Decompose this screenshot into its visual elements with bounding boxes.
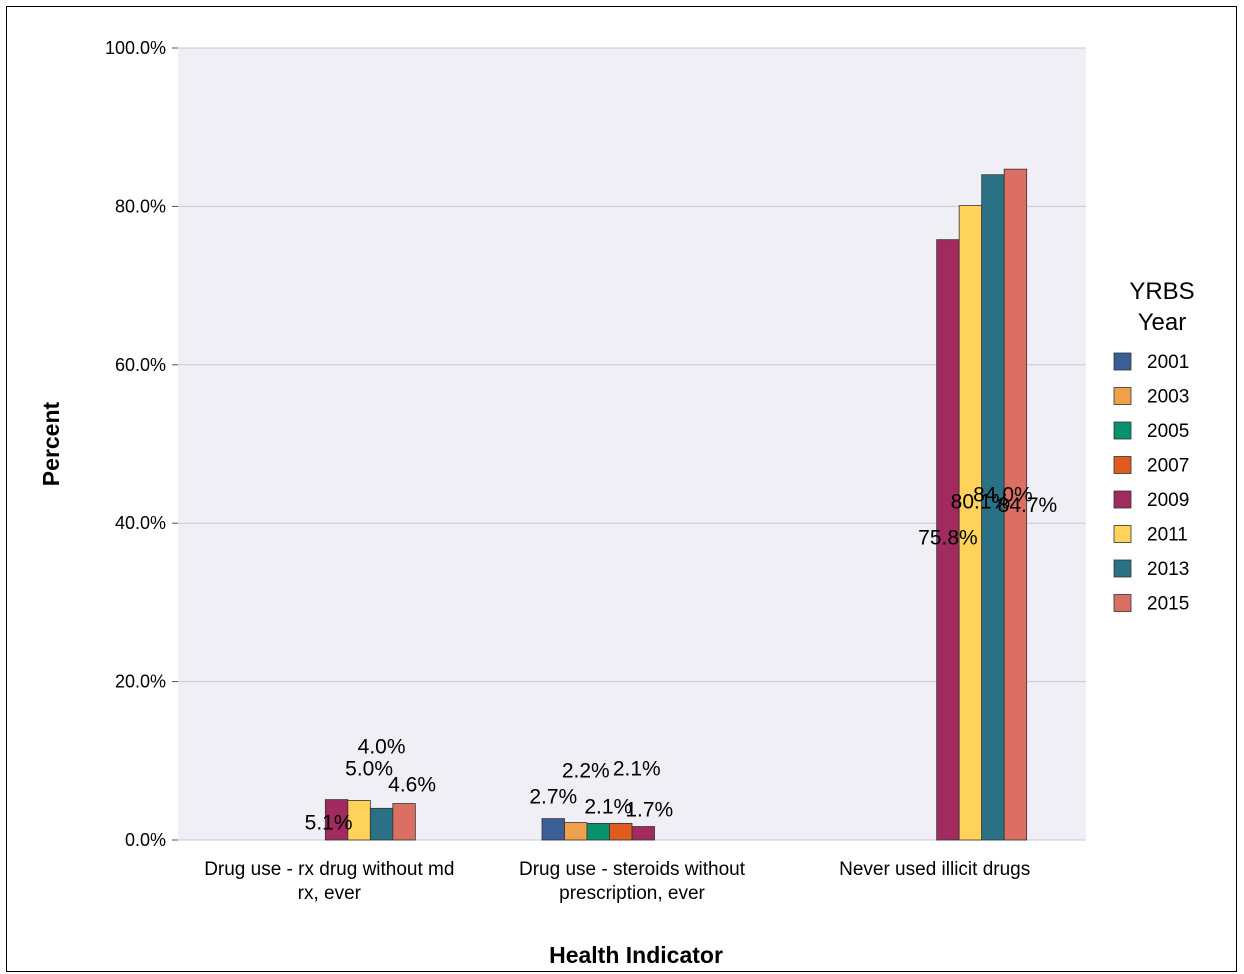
bar-2005-cat-1 [586, 822, 610, 841]
legend-label: 2011 [1147, 525, 1188, 546]
legend-label: 2015 [1147, 594, 1189, 615]
y-axis-title: Percent [38, 401, 64, 486]
x-axis-title: Health Indicator [549, 942, 723, 968]
data-label: 5.1% [305, 812, 353, 835]
bar-2007-cat-1 [609, 822, 633, 841]
data-label: 2.7% [529, 786, 577, 809]
x-tick-label: Drug use - steroids without [519, 859, 746, 880]
data-label: 2.1% [584, 795, 632, 818]
legend-swatch [1113, 421, 1132, 440]
y-tick-label: 100.0% [105, 38, 166, 58]
chart-frame [6, 6, 1237, 972]
y-tick-label: 20.0% [115, 672, 166, 692]
x-tick-label: Never used illicit drugs [839, 859, 1030, 880]
legend-swatch [1113, 456, 1132, 474]
x-tick-label: Drug use - rx drug without md [204, 859, 454, 880]
legend-title: YRBS [1129, 278, 1194, 305]
data-label: 84.0% [973, 484, 1033, 507]
y-tick-label: 80.0% [115, 196, 166, 216]
legend-label: 2007 [1147, 456, 1189, 477]
legend-label: 2013 [1147, 559, 1189, 580]
x-tick-label: rx, ever [298, 883, 362, 904]
data-labels: 5.1%5.0%4.0%4.6%2.7%2.2%2.1%2.1%1.7%75.8… [305, 484, 1058, 835]
bar-2015-cat-0 [392, 803, 416, 841]
legend-label: 2009 [1147, 490, 1189, 511]
x-tick-label: prescription, ever [559, 883, 705, 904]
bar-2013-cat-0 [369, 807, 394, 841]
bar-2001-cat-1 [541, 818, 565, 841]
legend-swatch [1113, 490, 1132, 509]
y-tick-label: 40.0% [115, 513, 166, 533]
data-label: 4.0% [358, 735, 406, 758]
plot-area [178, 48, 1086, 840]
data-label: 80.1% [951, 491, 1011, 514]
data-label: 5.0% [345, 757, 393, 780]
legend: YRBS Year 2001 2003 2005 2007 2009 2011 2013 2015 [1113, 278, 1195, 615]
legend-swatch [1113, 594, 1132, 612]
legend-swatch [1113, 559, 1132, 578]
data-label: 2.2% [562, 760, 610, 783]
data-label: 1.7% [625, 799, 673, 822]
bar-2011-cat-2 [958, 205, 983, 841]
bar-2003-cat-1 [564, 822, 588, 841]
legend-title: Year [1138, 309, 1187, 336]
legend-label: 2005 [1147, 421, 1189, 442]
data-label: 2.1% [613, 757, 661, 780]
data-label: 4.6% [388, 774, 436, 797]
y-tick-label: 60.0% [115, 355, 166, 375]
bar-2015-cat-2 [1003, 168, 1028, 841]
bar-2009-cat-1 [631, 826, 655, 841]
data-label: 75.8% [918, 527, 978, 550]
bars [324, 168, 1028, 841]
y-axis-ticks: 0.0% 20.0% 40.0% 60.0% 80.0% 100.0% [105, 38, 178, 850]
legend-label: 2003 [1147, 387, 1189, 408]
data-label: 84.7% [998, 494, 1058, 517]
x-axis-ticks: Drug use - rx drug without md rx, ever Dru… [204, 859, 1030, 904]
y-tick-label: 0.0% [125, 830, 166, 850]
legend-swatch [1113, 352, 1132, 371]
legend-label: 2001 [1147, 352, 1189, 373]
legend-swatch [1113, 525, 1132, 543]
legend-swatch [1113, 387, 1132, 405]
